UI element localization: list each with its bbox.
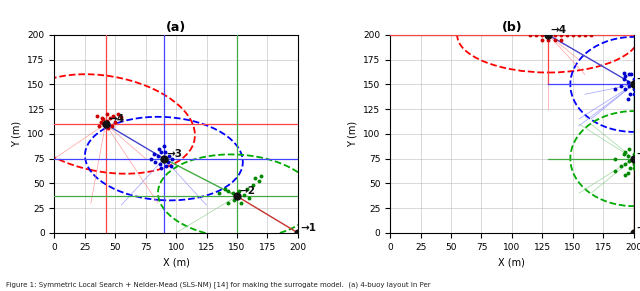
Title: (a): (a) xyxy=(166,21,186,34)
Text: →2: →2 xyxy=(239,186,255,196)
Text: →4: →4 xyxy=(108,114,124,124)
Text: →3: →3 xyxy=(636,74,640,84)
Text: Figure 1: Symmetric Local Search + Nelder-Mead (SLS-NM) [14] for making the surr: Figure 1: Symmetric Local Search + Nelde… xyxy=(6,281,431,288)
Y-axis label: Y (m): Y (m) xyxy=(12,121,22,147)
Title: (b): (b) xyxy=(502,21,522,34)
Text: →2: →2 xyxy=(636,149,640,159)
Text: →1: →1 xyxy=(300,223,316,233)
Text: →3: →3 xyxy=(166,149,182,159)
Text: →1: →1 xyxy=(636,223,640,233)
Text: →4: →4 xyxy=(551,25,567,35)
X-axis label: X (m): X (m) xyxy=(163,257,189,267)
X-axis label: X (m): X (m) xyxy=(499,257,525,267)
Y-axis label: Y (m): Y (m) xyxy=(348,121,358,147)
